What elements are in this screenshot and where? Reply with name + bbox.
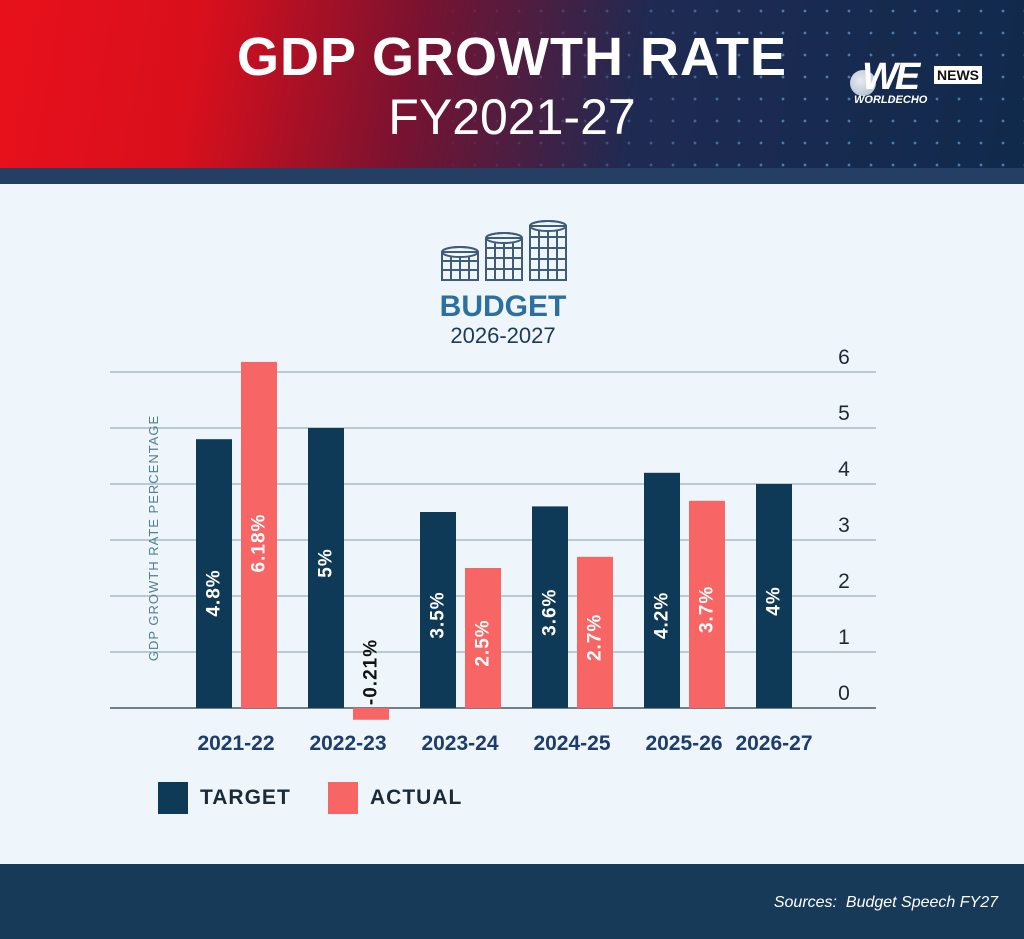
data-label: 4.8%: [204, 569, 225, 616]
x-tick-label: 2025-26: [645, 732, 722, 755]
bar-target: [644, 472, 680, 708]
page-title: GDP GROWTH RATE: [237, 27, 787, 87]
bar-target: [196, 439, 232, 708]
y-tick-label: 4: [838, 458, 850, 481]
bar-actual: [353, 708, 389, 720]
x-tick-label: 2021-22: [197, 732, 274, 755]
bar-actual: [241, 361, 277, 708]
coin-stacks-icon: [441, 220, 567, 281]
worldecho-news-logo: WE NEWS WORLDECHO: [848, 56, 988, 110]
logo-badge: NEWS: [934, 66, 982, 84]
data-label: 2.5%: [473, 619, 494, 666]
x-tick-label: 2026-27: [735, 732, 812, 755]
data-label: 3.7%: [697, 586, 718, 633]
x-tick-label: 2024-25: [533, 732, 610, 755]
y-tick-label: 5: [838, 402, 850, 425]
logo-name: WORLDECHO: [854, 94, 928, 106]
data-label: 4.2%: [652, 592, 673, 639]
x-tick-label: 2022-23: [309, 732, 386, 755]
data-label: 2.7%: [585, 614, 606, 661]
bar-target: [756, 484, 792, 708]
bar-actual: [577, 556, 613, 708]
y-tick-label: 0: [838, 682, 850, 705]
legend-label-actual: ACTUAL: [370, 786, 463, 809]
bar-target: [308, 428, 344, 708]
x-tick-label: 2023-24: [421, 732, 498, 755]
logo-mark: WE: [862, 56, 920, 98]
y-tick-label: 6: [838, 346, 850, 369]
data-label: -0.21%: [361, 639, 382, 705]
bar-actual: [465, 568, 501, 708]
page-subtitle: FY2021-27: [388, 89, 636, 145]
y-axis-label: GDP GROWTH RATE PERCENTAGE: [146, 415, 161, 661]
budget-label: BUDGET: [439, 290, 567, 323]
footer-bar: Sources: Budget Speech FY27: [0, 864, 1024, 939]
legend-label-target: TARGET: [200, 786, 291, 809]
y-tick-label: 3: [838, 514, 850, 537]
legend-swatch-target: [158, 782, 188, 814]
source-note: Sources: Budget Speech FY27: [773, 894, 998, 911]
y-tick-label: 2: [838, 570, 850, 593]
y-tick-label: 1: [838, 626, 850, 649]
data-label: 3.5%: [428, 591, 449, 638]
header-divider: [0, 168, 1024, 184]
data-label: 4%: [764, 586, 785, 615]
budget-years: 2026-2027: [450, 323, 556, 348]
bar-actual: [689, 500, 725, 708]
bar-target: [532, 506, 568, 708]
globe-icon: [850, 70, 876, 96]
data-label: 3.6%: [540, 589, 561, 636]
bar-target: [420, 512, 456, 708]
legend-swatch-actual: [328, 782, 358, 814]
gdp-bar-chart: 0 1 2 3 4 5 6 GDP GROWTH RATE PERCENTAGE 4.8% 6.1…: [110, 346, 876, 755]
data-label: 6.18%: [249, 514, 270, 573]
data-label: 5%: [316, 548, 337, 577]
